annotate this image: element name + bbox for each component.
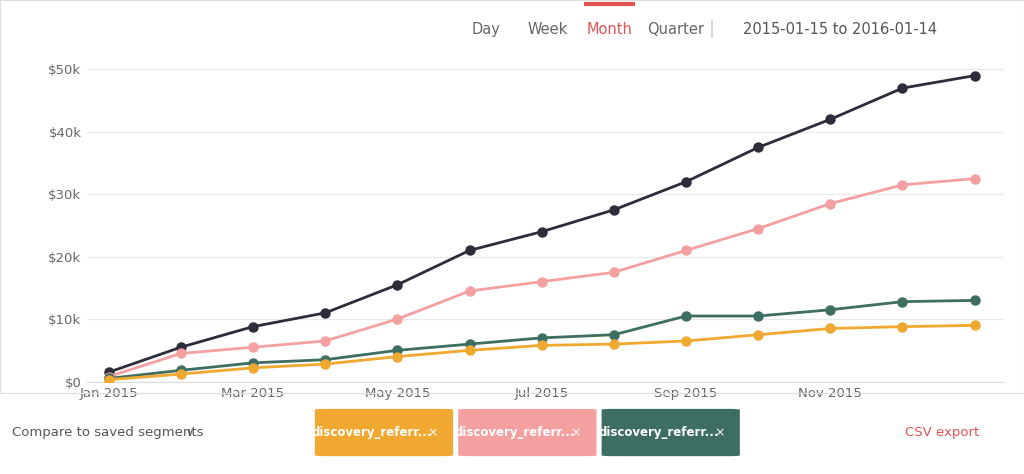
Text: |: | — [709, 20, 715, 38]
Text: Day: Day — [472, 22, 501, 37]
Text: Month: Month — [587, 22, 632, 37]
Text: ∨: ∨ — [185, 428, 194, 438]
FancyBboxPatch shape — [459, 409, 596, 456]
Text: Week: Week — [527, 22, 568, 37]
Text: CSV export: CSV export — [905, 426, 979, 439]
Text: discovery_referr...: discovery_referr... — [598, 426, 719, 439]
Text: Compare to saved segments: Compare to saved segments — [11, 426, 204, 439]
FancyBboxPatch shape — [315, 409, 453, 456]
Text: discovery_referr...: discovery_referr... — [455, 426, 575, 439]
Text: 2015-01-15 to 2016-01-14: 2015-01-15 to 2016-01-14 — [742, 22, 937, 37]
Text: ×: × — [427, 426, 438, 439]
Text: discovery_referr...: discovery_referr... — [311, 426, 432, 439]
Text: ×: × — [714, 426, 725, 439]
FancyBboxPatch shape — [602, 409, 739, 456]
Text: ×: × — [570, 426, 582, 439]
Text: Quarter: Quarter — [647, 22, 705, 37]
